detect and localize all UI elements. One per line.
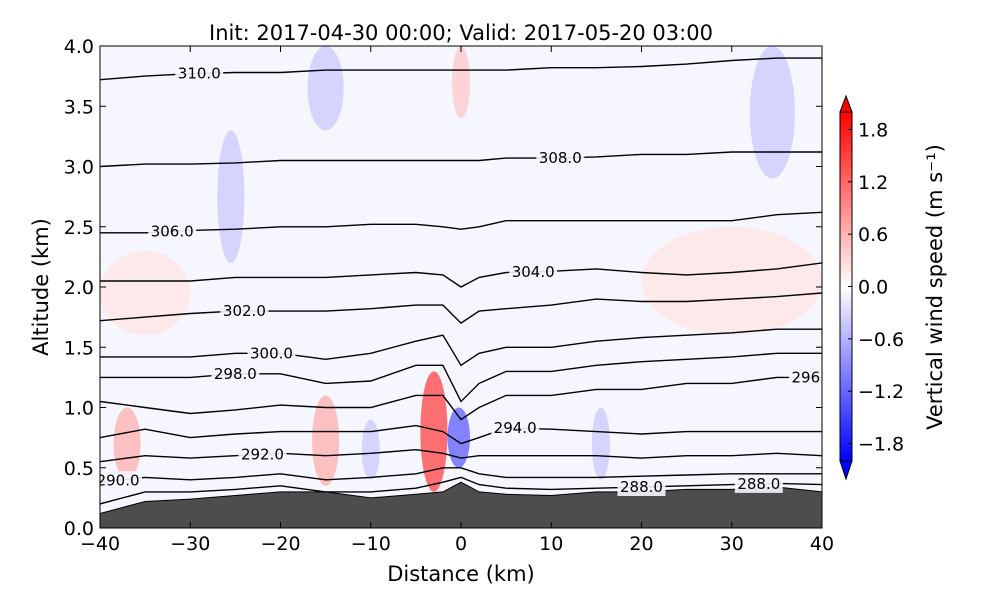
vertical-wind-patch bbox=[641, 226, 822, 336]
y-tick-label: 2.5 bbox=[64, 217, 94, 239]
y-tick-label: 1.5 bbox=[64, 337, 94, 359]
contour-label: 292.0 bbox=[241, 445, 284, 463]
isentrope bbox=[100, 211, 822, 234]
y-tick-label: 3.0 bbox=[64, 157, 94, 179]
colorbar-tick-label: 0.6 bbox=[858, 224, 888, 246]
x-tick-label: −10 bbox=[351, 533, 391, 555]
colorbar-label: Vertical wind speed (m s⁻¹) bbox=[923, 144, 947, 430]
contour-label: 302.0 bbox=[223, 302, 266, 320]
chart-title: Init: 2017-04-30 00:00; Valid: 2017-05-2… bbox=[209, 21, 713, 45]
contour-label: 310.0 bbox=[178, 64, 221, 82]
contour-label-gap bbox=[509, 262, 558, 281]
colorbar-tick-label: 0.0 bbox=[858, 277, 888, 299]
contour-label-gap bbox=[220, 302, 269, 321]
y-axis-label: Altitude (km) bbox=[29, 218, 53, 356]
contour-label-gap bbox=[100, 471, 143, 490]
x-tick-label: 10 bbox=[539, 533, 563, 555]
contour-label-gap bbox=[536, 148, 585, 167]
contour-label-gap bbox=[617, 478, 666, 497]
y-tick-label: 3.5 bbox=[64, 96, 94, 118]
x-tick-label: −40 bbox=[80, 533, 120, 555]
x-tick-label: 20 bbox=[629, 533, 653, 555]
colorbar-extend-bottom bbox=[839, 460, 853, 481]
x-tick-label: −30 bbox=[170, 533, 210, 555]
contour-label: 290.0 bbox=[97, 471, 140, 489]
contour-label-gap bbox=[734, 474, 783, 493]
x-tick-label: −20 bbox=[260, 533, 300, 555]
plot-area: 288.0 288.0 290.0 292.0 294.0 296.0 298.0 300.0… bbox=[97, 46, 834, 528]
x-axis-label: Distance (km) bbox=[387, 562, 535, 586]
y-tick-label: 4.0 bbox=[64, 36, 94, 58]
y-tick-label: 2.0 bbox=[64, 277, 94, 299]
contour-label: 288.0 bbox=[620, 478, 663, 496]
contour-label: 298.0 bbox=[214, 365, 257, 383]
y-tick-label: 0.0 bbox=[64, 518, 94, 540]
x-tick-label: 0 bbox=[455, 533, 467, 555]
vertical-wind-patch bbox=[749, 46, 795, 179]
vertical-wind-patch bbox=[451, 46, 471, 119]
contour-label-gap bbox=[238, 445, 287, 464]
contour-label-gap bbox=[491, 419, 540, 438]
contour-label: 294.0 bbox=[494, 419, 537, 437]
isentrope bbox=[100, 467, 822, 483]
contour-label-gap bbox=[788, 368, 822, 387]
contour-label: 300.0 bbox=[250, 344, 293, 362]
colorbar-tick-label: 1.8 bbox=[858, 119, 888, 141]
colorbar-tick-label: −1.2 bbox=[858, 381, 904, 403]
isentrope bbox=[100, 376, 822, 421]
colorbar-tick-label: 1.2 bbox=[858, 172, 888, 194]
vertical-wind-patch bbox=[312, 395, 340, 486]
vertical-wind-patch bbox=[420, 371, 448, 492]
colorbar-tick-label: −1.8 bbox=[858, 434, 904, 456]
vertical-wind-patch bbox=[447, 407, 471, 468]
isentrope bbox=[100, 424, 822, 445]
contour-label-gap bbox=[175, 64, 224, 83]
isentrope bbox=[100, 448, 822, 463]
vertical-wind-patch bbox=[113, 407, 141, 480]
contour-label-gap bbox=[247, 344, 296, 363]
vertical-wind-patch bbox=[100, 250, 191, 336]
contour-label-gap bbox=[148, 222, 197, 241]
x-tick-label: 40 bbox=[810, 533, 834, 555]
contour-label: 308.0 bbox=[539, 149, 582, 167]
vertical-wind-patch bbox=[591, 407, 610, 480]
colorbar-tick-label: −0.6 bbox=[858, 329, 904, 351]
contour-label: 288.0 bbox=[737, 475, 780, 493]
y-tick-label: 0.5 bbox=[64, 458, 94, 480]
isentrope bbox=[100, 262, 822, 288]
isentrope bbox=[100, 476, 822, 505]
contour-label-gap bbox=[211, 364, 260, 383]
contour-label: 304.0 bbox=[512, 263, 555, 281]
y-tick-label: 1.0 bbox=[64, 398, 94, 420]
isentrope bbox=[100, 57, 822, 81]
isentrope bbox=[100, 151, 822, 168]
vertical-wind-patch bbox=[307, 46, 344, 131]
isentrope bbox=[100, 328, 822, 367]
colorbar-extend-top bbox=[839, 94, 853, 113]
vertical-wind-patch bbox=[361, 419, 380, 480]
axes: −40 −30 −20 −10 0 10 20 30 40 0.0 0.5 1.0 1.5 2.0 2.5 3… bbox=[64, 36, 904, 555]
contour-label: 296.0 bbox=[791, 368, 834, 386]
vertical-wind-patch bbox=[217, 130, 245, 263]
x-tick-label: 30 bbox=[720, 533, 744, 555]
contour-label: 306.0 bbox=[151, 222, 194, 240]
